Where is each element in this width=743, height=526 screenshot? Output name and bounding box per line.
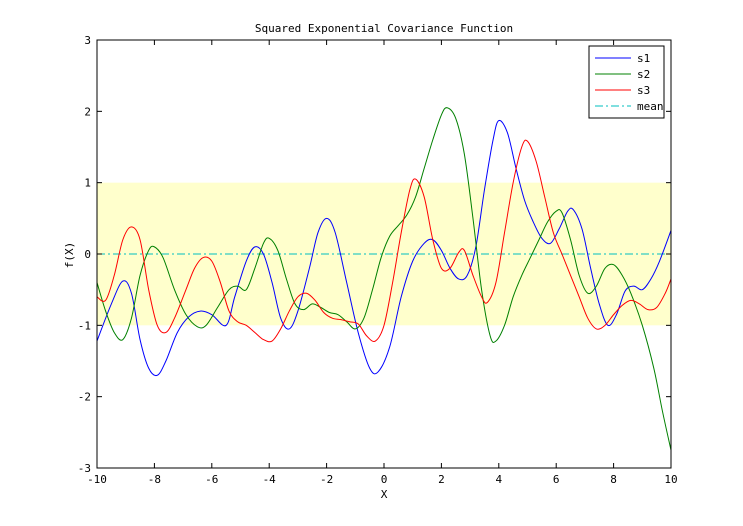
y-tick-label: 2 [84, 105, 91, 118]
legend-label-s2: s2 [637, 68, 650, 81]
x-tick-label: 4 [495, 473, 502, 486]
confidence-band [97, 182, 671, 326]
x-axis-label: X [381, 488, 388, 501]
x-tick-label: 2 [438, 473, 445, 486]
x-tick-label: 10 [664, 473, 677, 486]
legend-label-mean: mean [637, 100, 664, 113]
series-line-s2 [97, 107, 671, 451]
y-tick-label: -3 [78, 462, 91, 475]
x-tick-label: 8 [610, 473, 617, 486]
series-line-s1 [97, 119, 671, 377]
x-tick-label: -8 [148, 473, 161, 486]
series-line-s3 [97, 139, 671, 343]
y-axis-label: f(X) [63, 242, 76, 269]
legend: s1 s2 s3 mean [588, 45, 665, 119]
y-tick-label: -1 [78, 319, 91, 332]
x-tick-label: -4 [263, 473, 277, 486]
x-tick-label: -10 [87, 473, 107, 486]
x-tick-label: -2 [320, 473, 333, 486]
y-tick-label: -2 [78, 391, 91, 404]
y-tick-label: 3 [84, 34, 91, 47]
legend-label-s3: s3 [637, 84, 650, 97]
x-tick-label: -6 [205, 473, 218, 486]
y-tick-label: 0 [84, 248, 91, 261]
x-tick-label: 6 [553, 473, 560, 486]
y-tick-label: 1 [84, 177, 91, 190]
plot-area [96, 39, 672, 469]
chart-title: Squared Exponential Covariance Function [255, 22, 513, 35]
x-tick-label: 0 [381, 473, 388, 486]
legend-label-s1: s1 [637, 52, 650, 65]
